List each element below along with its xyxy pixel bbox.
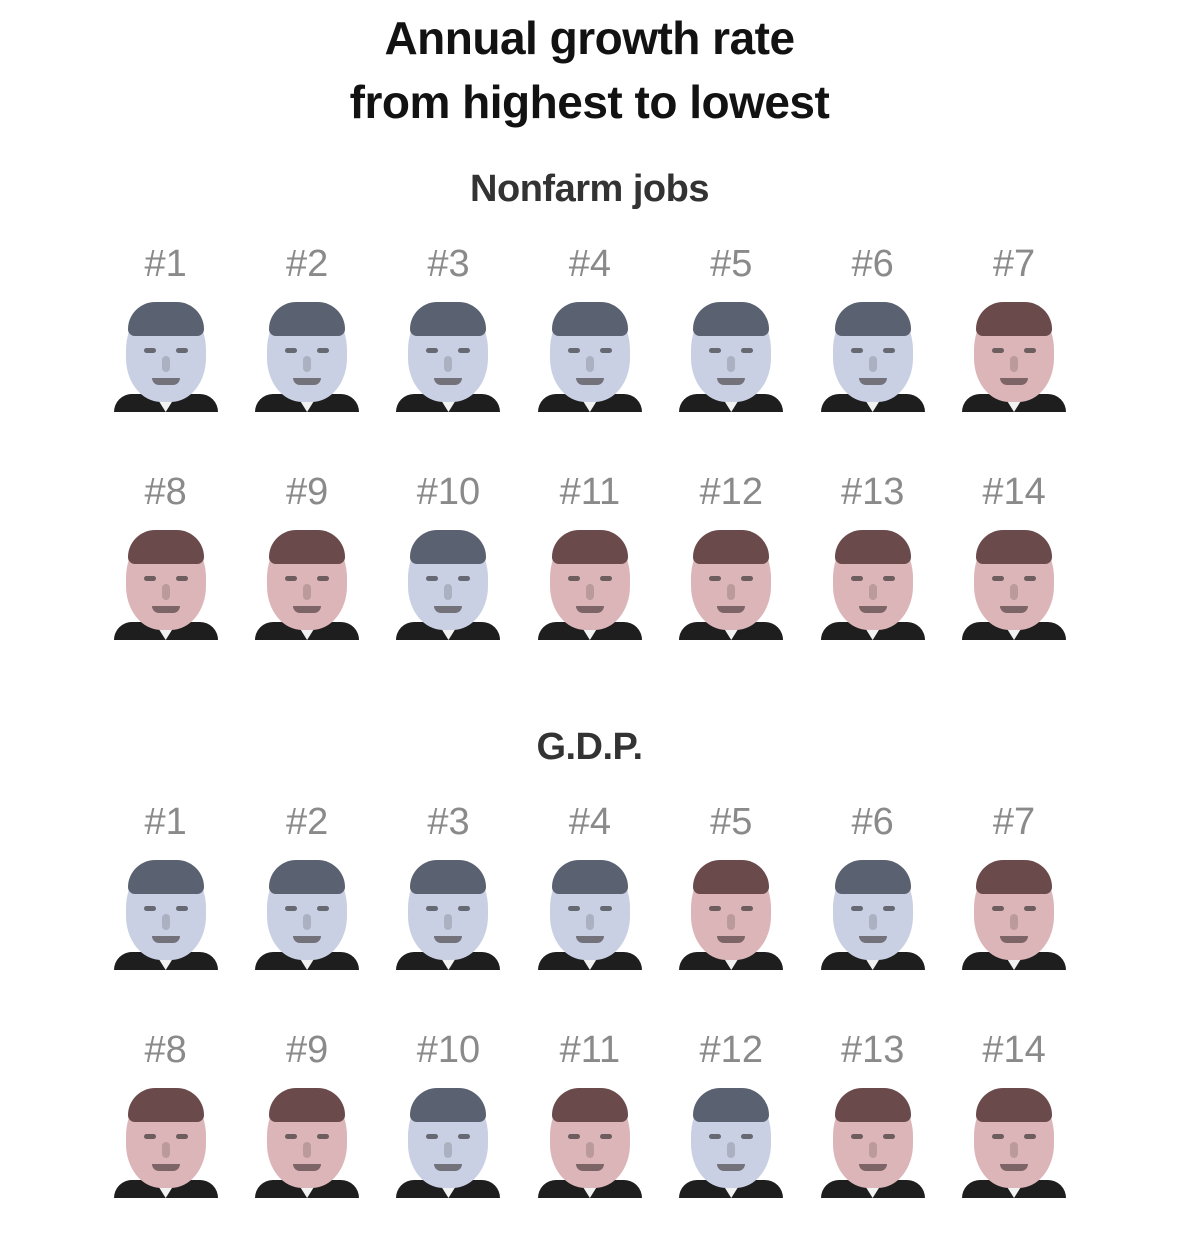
portrait-icon	[113, 860, 218, 970]
portrait-icon	[820, 860, 925, 970]
rank-label: #7	[992, 801, 1036, 843]
section-title-gdp: G.D.P.	[536, 726, 643, 768]
portrait-cell: #9	[236, 1022, 377, 1250]
rank-label: #11	[559, 471, 621, 513]
rank-label: #12	[699, 1029, 763, 1071]
rank-label: #13	[840, 471, 905, 513]
portrait-cell: #11	[519, 1022, 660, 1250]
portrait-cell: #14	[943, 1022, 1084, 1250]
portrait-row: #1 #2 #3 #4 #5 #6 #7	[95, 794, 1085, 1022]
portrait-cell: #5	[661, 236, 802, 464]
portrait-cell: #3	[378, 794, 519, 1022]
portrait-cell: #7	[943, 794, 1084, 1022]
rank-label: #2	[285, 243, 329, 285]
rank-label: #1	[144, 243, 187, 285]
rank-label: #2	[285, 801, 329, 843]
portrait-icon	[820, 302, 925, 412]
portrait-cell: #13	[802, 464, 943, 692]
portrait-icon	[255, 530, 360, 640]
rank-label: #9	[285, 1029, 329, 1071]
rank-label: #8	[144, 471, 187, 513]
rank-label: #11	[559, 1029, 621, 1071]
portrait-icon	[113, 1088, 218, 1198]
portrait-cell: #13	[802, 1022, 943, 1250]
portrait-cell: #12	[661, 1022, 802, 1250]
portrait-icon	[537, 860, 642, 970]
rank-label: #10	[416, 471, 481, 513]
portrait-icon	[962, 1088, 1067, 1198]
portrait-row: #8 #9 #10 #11 #12 #13 #14	[95, 464, 1085, 692]
portrait-cell: #1	[95, 794, 236, 1022]
rank-label: #13	[840, 1029, 905, 1071]
portrait-cell: #10	[378, 464, 519, 692]
chart-title: Annual growth rate from highest to lowes…	[0, 6, 1179, 134]
portrait-cell: #3	[378, 236, 519, 464]
portrait-icon	[962, 302, 1067, 412]
section-title-nonfarm-jobs: Nonfarm jobs	[470, 168, 709, 210]
portrait-icon	[962, 860, 1067, 970]
portrait-cell: #4	[519, 794, 660, 1022]
portrait-cell: #12	[661, 464, 802, 692]
portrait-cell: #11	[519, 464, 660, 692]
portrait-icon	[113, 530, 218, 640]
rank-label: #14	[982, 471, 1046, 513]
gdp-grid: #1 #2 #3 #4 #5 #6 #7 #8 #9 #10 #11 #12 #13 #14	[95, 794, 1085, 1250]
portrait-cell: #7	[943, 236, 1084, 464]
rank-label: #7	[992, 243, 1036, 285]
portrait-cell: #4	[519, 236, 660, 464]
portrait-cell: #2	[236, 236, 377, 464]
portrait-icon	[820, 530, 925, 640]
portrait-icon	[113, 302, 218, 412]
rank-label: #12	[699, 471, 763, 513]
portrait-icon	[255, 1088, 360, 1198]
portrait-cell: #1	[95, 236, 236, 464]
portrait-icon	[396, 1088, 501, 1198]
portrait-icon	[255, 860, 360, 970]
portrait-cell: #8	[95, 464, 236, 692]
rank-label: #8	[144, 1029, 187, 1071]
portrait-icon	[962, 530, 1067, 640]
portrait-cell: #5	[661, 794, 802, 1022]
rank-label: #6	[851, 243, 894, 285]
portrait-cell: #2	[236, 794, 377, 1022]
rank-label: #14	[982, 1029, 1046, 1071]
portrait-icon	[255, 302, 360, 412]
portrait-icon	[679, 302, 784, 412]
portrait-cell: #9	[236, 464, 377, 692]
portrait-icon	[820, 1088, 925, 1198]
rank-label: #1	[144, 801, 187, 843]
portrait-icon	[679, 1088, 784, 1198]
portrait-row: #1 #2 #3 #4 #5 #6 #7	[95, 236, 1085, 464]
portrait-cell: #6	[802, 236, 943, 464]
portrait-icon	[679, 860, 784, 970]
portrait-icon	[537, 530, 642, 640]
rank-label: #10	[416, 1029, 481, 1071]
portrait-icon	[679, 530, 784, 640]
portrait-cell: #10	[378, 1022, 519, 1250]
title-line-2: from highest to lowest	[349, 76, 830, 128]
title-line-1: Annual growth rate	[384, 12, 795, 64]
rank-label: #3	[427, 801, 470, 843]
rank-label: #4	[568, 243, 611, 285]
portrait-cell: #6	[802, 794, 943, 1022]
portrait-icon	[537, 302, 642, 412]
portrait-icon	[396, 302, 501, 412]
portrait-cell: #8	[95, 1022, 236, 1250]
portrait-cell: #14	[943, 464, 1084, 692]
rank-label: #5	[710, 243, 753, 285]
rank-label: #4	[568, 801, 611, 843]
portrait-icon	[396, 530, 501, 640]
portrait-row: #8 #9 #10 #11 #12 #13 #14	[95, 1022, 1085, 1250]
portrait-icon	[537, 1088, 642, 1198]
nonfarm-jobs-grid: #1 #2 #3 #4 #5 #6 #7 #8 #9 #10 #11 #12 #13 #14	[95, 236, 1085, 692]
rank-label: #5	[710, 801, 753, 843]
rank-label: #3	[427, 243, 470, 285]
rank-label: #9	[285, 471, 329, 513]
portrait-icon	[396, 860, 501, 970]
rank-label: #6	[851, 801, 894, 843]
